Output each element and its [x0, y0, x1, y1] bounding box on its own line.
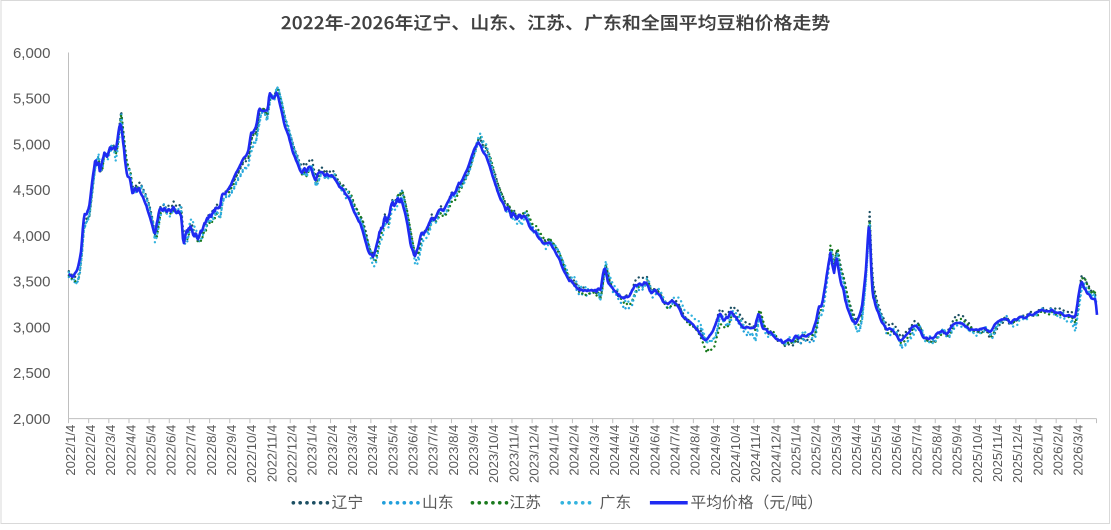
svg-text:2023/11/4: 2023/11/4 — [506, 425, 521, 482]
svg-text:2024/12/4: 2024/12/4 — [768, 425, 783, 483]
svg-text:2025/3/4: 2025/3/4 — [829, 425, 844, 476]
svg-text:2025/10/4: 2025/10/4 — [970, 425, 985, 483]
svg-text:2024/1/4: 2024/1/4 — [547, 425, 562, 476]
svg-text:2025/1/4: 2025/1/4 — [788, 425, 803, 476]
svg-text:2023/4/4: 2023/4/4 — [365, 425, 380, 476]
svg-text:2026/2/4: 2026/2/4 — [1050, 425, 1065, 476]
svg-text:2026/3/4: 2026/3/4 — [1071, 425, 1086, 476]
svg-text:2022/4/4: 2022/4/4 — [123, 425, 138, 476]
svg-text:2025/9/4: 2025/9/4 — [950, 425, 965, 476]
svg-text:5,000: 5,000 — [13, 136, 51, 153]
svg-text:2026/1/4: 2026/1/4 — [1030, 425, 1045, 476]
svg-text:2023/10/4: 2023/10/4 — [486, 425, 501, 483]
svg-text:2,000: 2,000 — [13, 411, 51, 428]
svg-text:2024/2/4: 2024/2/4 — [567, 425, 582, 476]
svg-text:2023/8/4: 2023/8/4 — [446, 425, 461, 476]
svg-text:2025/5/4: 2025/5/4 — [869, 425, 884, 476]
svg-text:2022/2/4: 2022/2/4 — [83, 425, 98, 476]
svg-text:3,500: 3,500 — [13, 274, 51, 291]
svg-text:2022/10/4: 2022/10/4 — [244, 425, 259, 483]
svg-text:2022/11/4: 2022/11/4 — [264, 425, 279, 482]
svg-text:2024/8/4: 2024/8/4 — [688, 425, 703, 476]
svg-text:2022/5/4: 2022/5/4 — [143, 425, 158, 476]
svg-text:4,000: 4,000 — [13, 228, 51, 245]
svg-text:2024/9/4: 2024/9/4 — [708, 425, 723, 476]
svg-text:2023/5/4: 2023/5/4 — [385, 425, 400, 476]
svg-text:2025/6/4: 2025/6/4 — [889, 425, 904, 476]
svg-text:2022/1/4: 2022/1/4 — [63, 425, 78, 476]
svg-text:2022/12/4: 2022/12/4 — [285, 425, 300, 483]
svg-text:2024/11/4: 2024/11/4 — [748, 425, 763, 482]
svg-text:2024/10/4: 2024/10/4 — [728, 425, 743, 483]
svg-text:2024/5/4: 2024/5/4 — [627, 425, 642, 476]
svg-text:2024/3/4: 2024/3/4 — [587, 425, 602, 476]
svg-text:2022/8/4: 2022/8/4 — [204, 425, 219, 476]
svg-text:6,000: 6,000 — [13, 45, 51, 62]
svg-text:2022/9/4: 2022/9/4 — [224, 425, 239, 476]
svg-text:2022/7/4: 2022/7/4 — [184, 425, 199, 476]
svg-text:3,000: 3,000 — [13, 319, 51, 336]
svg-text:2023/12/4: 2023/12/4 — [526, 425, 541, 483]
svg-text:2025/8/4: 2025/8/4 — [930, 425, 945, 476]
svg-text:2024/7/4: 2024/7/4 — [668, 425, 683, 476]
svg-text:2025/11/4: 2025/11/4 — [990, 425, 1005, 482]
svg-text:2024/6/4: 2024/6/4 — [647, 425, 662, 476]
svg-text:2025/4/4: 2025/4/4 — [849, 425, 864, 476]
svg-text:2023/2/4: 2023/2/4 — [325, 425, 340, 476]
svg-text:2025/2/4: 2025/2/4 — [809, 425, 824, 476]
svg-text:2023/1/4: 2023/1/4 — [305, 425, 320, 476]
svg-text:2023/7/4: 2023/7/4 — [426, 425, 441, 476]
svg-text:2023/3/4: 2023/3/4 — [345, 425, 360, 476]
svg-text:2022/3/4: 2022/3/4 — [103, 425, 118, 476]
svg-text:2025/12/4: 2025/12/4 — [1010, 425, 1025, 483]
svg-text:2024/4/4: 2024/4/4 — [607, 425, 622, 476]
svg-text:4,500: 4,500 — [13, 182, 51, 199]
svg-text:2,500: 2,500 — [13, 365, 51, 382]
svg-text:2023/9/4: 2023/9/4 — [466, 425, 481, 476]
svg-text:2022/6/4: 2022/6/4 — [164, 425, 179, 476]
svg-text:5,500: 5,500 — [13, 91, 51, 108]
svg-text:2023/6/4: 2023/6/4 — [405, 425, 420, 476]
svg-text:2025/7/4: 2025/7/4 — [909, 425, 924, 476]
